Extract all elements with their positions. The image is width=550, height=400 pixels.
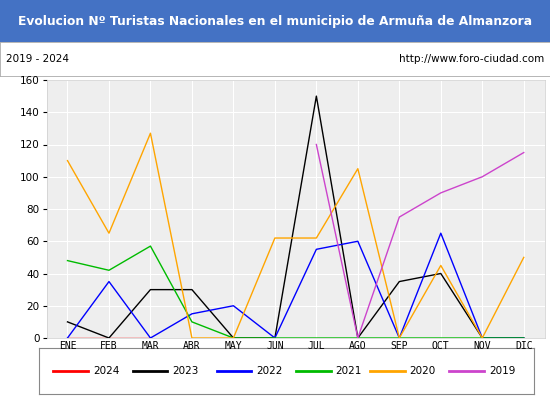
- Text: 2021: 2021: [336, 366, 362, 376]
- Text: 2024: 2024: [93, 366, 119, 376]
- Text: 2019 - 2024: 2019 - 2024: [6, 54, 69, 64]
- Text: 2023: 2023: [172, 366, 199, 376]
- Text: 2019: 2019: [489, 366, 515, 376]
- Text: Evolucion Nº Turistas Nacionales en el municipio de Armuña de Almanzora: Evolucion Nº Turistas Nacionales en el m…: [18, 14, 532, 28]
- Text: http://www.foro-ciudad.com: http://www.foro-ciudad.com: [399, 54, 544, 64]
- Text: 2022: 2022: [256, 366, 283, 376]
- Text: 2020: 2020: [410, 366, 436, 376]
